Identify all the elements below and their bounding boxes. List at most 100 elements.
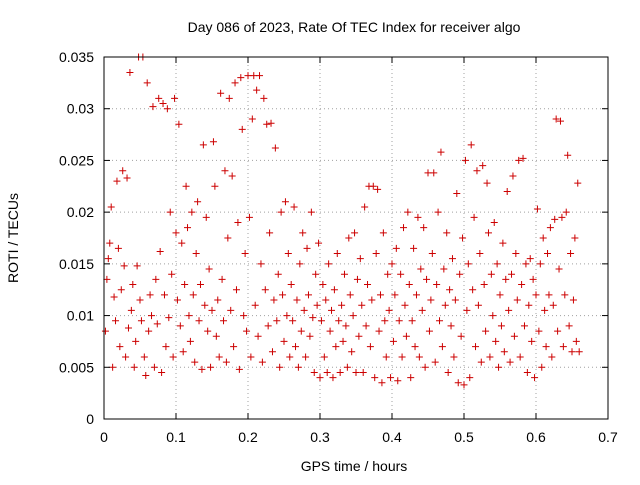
data-point	[189, 291, 197, 299]
data-point	[461, 156, 469, 164]
data-point	[502, 275, 510, 283]
data-point	[457, 332, 465, 340]
data-point	[270, 296, 278, 304]
data-point	[287, 281, 295, 289]
data-point	[172, 229, 180, 237]
data-point	[328, 306, 336, 314]
data-point	[342, 322, 350, 330]
data-point	[162, 343, 170, 351]
data-point	[417, 265, 425, 273]
data-point	[209, 138, 217, 146]
data-point	[307, 208, 315, 216]
data-point	[490, 218, 498, 226]
data-point	[361, 203, 369, 211]
data-point	[218, 275, 226, 283]
data-point	[256, 72, 264, 80]
data-point	[412, 291, 420, 299]
data-point	[565, 322, 573, 330]
data-point	[381, 317, 389, 325]
data-point	[245, 213, 253, 221]
data-point	[505, 306, 513, 314]
data-point	[302, 353, 310, 361]
data-point	[104, 255, 112, 263]
data-point	[251, 301, 259, 309]
data-point	[466, 374, 474, 382]
data-point	[266, 229, 274, 237]
data-point	[335, 317, 343, 325]
data-point	[116, 343, 124, 351]
data-point	[477, 358, 485, 366]
data-point	[322, 296, 330, 304]
data-point	[279, 291, 287, 299]
data-point	[148, 312, 156, 320]
x-tick-label: 0.5	[454, 429, 474, 445]
data-point	[538, 363, 546, 371]
data-point	[182, 182, 190, 190]
data-point	[575, 348, 583, 356]
data-point	[536, 260, 544, 268]
data-point	[208, 306, 216, 314]
data-point	[562, 208, 570, 216]
data-point	[359, 368, 367, 376]
data-point	[313, 301, 321, 309]
x-tick-label: 0.7	[598, 429, 618, 445]
data-point	[160, 291, 168, 299]
chart-title: Day 086 of 2023, Rate Of TEC Index for r…	[188, 19, 521, 35]
data-point	[257, 260, 265, 268]
data-point	[513, 296, 521, 304]
data-point	[423, 275, 431, 283]
data-point	[316, 374, 324, 382]
data-point	[271, 144, 279, 152]
data-point	[533, 205, 541, 213]
data-point	[296, 260, 304, 268]
data-point	[293, 296, 301, 304]
data-point	[486, 353, 494, 361]
data-point	[346, 291, 354, 299]
data-point	[571, 234, 579, 242]
data-point	[484, 229, 492, 237]
data-point	[519, 154, 527, 162]
data-point	[532, 291, 540, 299]
y-tick-label: 0.015	[59, 256, 94, 272]
data-point	[155, 94, 163, 102]
data-point	[237, 74, 245, 82]
x-tick-label: 0.1	[166, 429, 186, 445]
data-point	[199, 141, 207, 149]
data-point	[460, 381, 468, 389]
data-point	[303, 244, 311, 252]
data-point	[379, 229, 387, 237]
data-point	[168, 270, 176, 278]
data-point	[522, 260, 530, 268]
data-point	[358, 301, 366, 309]
data-point	[443, 229, 451, 237]
y-tick-label: 0.025	[59, 152, 94, 168]
data-point	[440, 265, 448, 273]
data-point	[343, 363, 351, 371]
data-point	[137, 317, 145, 325]
data-point	[447, 322, 455, 330]
data-point	[437, 148, 445, 156]
data-point	[286, 353, 294, 361]
data-point	[371, 374, 379, 382]
data-point	[428, 250, 436, 258]
data-point	[479, 162, 487, 170]
data-point	[444, 368, 452, 376]
data-point	[207, 363, 215, 371]
data-point	[201, 301, 209, 309]
data-point	[181, 281, 189, 289]
data-point	[526, 255, 534, 263]
data-point	[441, 301, 449, 309]
data-point	[364, 281, 372, 289]
data-point	[169, 353, 177, 361]
data-point	[503, 187, 511, 195]
data-point	[232, 286, 240, 294]
data-point	[574, 179, 582, 187]
data-point	[171, 94, 179, 102]
data-point	[277, 208, 285, 216]
data-point	[398, 353, 406, 361]
y-tick-label: 0.035	[59, 49, 94, 65]
data-point	[552, 115, 560, 123]
data-point	[382, 353, 390, 361]
data-point	[387, 374, 395, 382]
